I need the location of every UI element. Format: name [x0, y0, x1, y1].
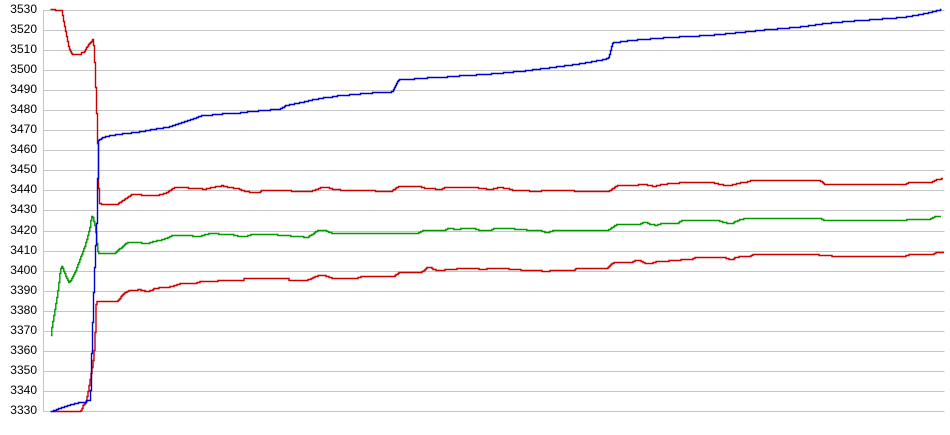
svg-text:3440: 3440: [10, 182, 37, 196]
svg-text:3480: 3480: [10, 102, 37, 116]
svg-text:3390: 3390: [10, 283, 37, 297]
svg-text:3340: 3340: [10, 383, 37, 397]
svg-text:3370: 3370: [10, 323, 37, 337]
svg-text:3450: 3450: [10, 162, 37, 176]
svg-text:3380: 3380: [10, 303, 37, 317]
svg-text:3400: 3400: [10, 263, 37, 277]
svg-text:3470: 3470: [10, 122, 37, 136]
svg-text:3430: 3430: [10, 202, 37, 216]
svg-text:3410: 3410: [10, 243, 37, 257]
svg-text:3520: 3520: [10, 22, 37, 36]
svg-text:3510: 3510: [10, 42, 37, 56]
svg-text:3330: 3330: [10, 403, 37, 417]
svg-text:3350: 3350: [10, 363, 37, 377]
svg-text:3530: 3530: [10, 2, 37, 16]
svg-text:3490: 3490: [10, 82, 37, 96]
svg-text:3460: 3460: [10, 142, 37, 156]
svg-text:3500: 3500: [10, 62, 37, 76]
svg-text:3360: 3360: [10, 343, 37, 357]
svg-text:3420: 3420: [10, 223, 37, 237]
